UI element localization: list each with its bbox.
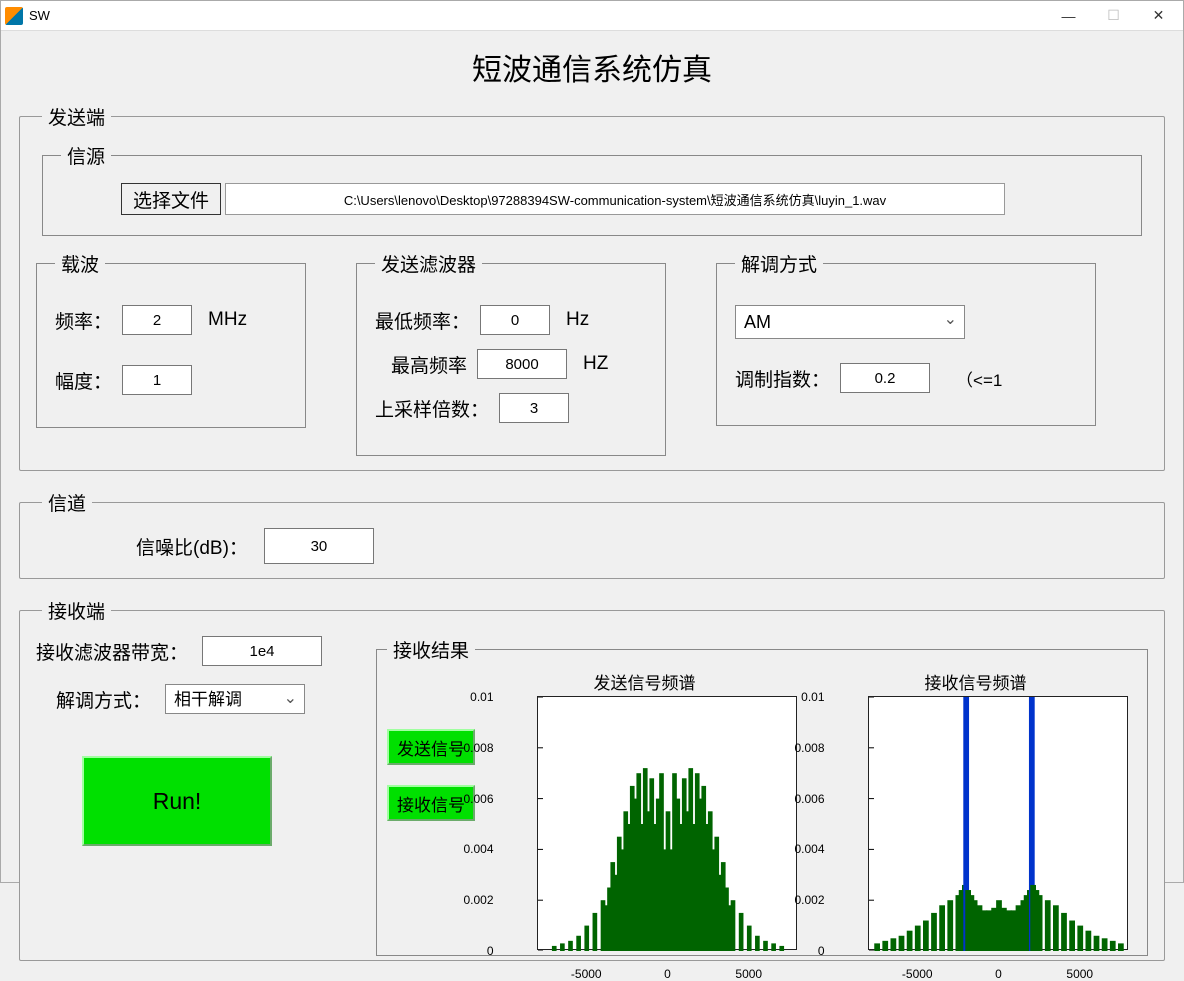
run-button[interactable]: Run! — [82, 756, 272, 846]
receiver-legend: 接收端 — [42, 597, 111, 624]
results-legend: 接收结果 — [387, 636, 475, 663]
transmitter-panel: 发送端 信源 选择文件 载波 频率： MHz 幅度： — [19, 103, 1165, 471]
modulation-legend: 解调方式 — [735, 250, 823, 277]
window-title: SW — [29, 8, 50, 23]
carrier-freq-label: 频率： — [55, 307, 112, 334]
txfilter-panel: 发送滤波器 最低频率： Hz 最高频率 HZ 上采样倍数： — [356, 250, 666, 456]
maximize-button[interactable]: ☐ — [1091, 1, 1136, 31]
carrier-legend: 载波 — [55, 250, 105, 277]
app-window: SW — ☐ ✕ 短波通信系统仿真 发送端 信源 选择文件 载波 频率： — [0, 0, 1184, 883]
carrier-panel: 载波 频率： MHz 幅度： — [36, 250, 306, 428]
minimize-button[interactable]: — — [1046, 1, 1091, 31]
lowfreq-unit: Hz — [566, 309, 589, 331]
highfreq-input[interactable] — [477, 349, 567, 379]
channel-legend: 信道 — [42, 489, 92, 516]
carrier-amp-label: 幅度： — [55, 367, 112, 394]
titlebar: SW — ☐ ✕ — [1, 1, 1183, 31]
choose-file-button[interactable]: 选择文件 — [121, 183, 221, 215]
channel-panel: 信道 信噪比(dB)： — [19, 489, 1165, 579]
carrier-freq-unit: MHz — [208, 309, 247, 331]
lowfreq-input[interactable] — [480, 305, 550, 335]
highfreq-label: 最高频率 — [391, 351, 467, 378]
modulation-select[interactable]: AM — [735, 305, 965, 339]
snr-input[interactable] — [264, 528, 374, 564]
source-legend: 信源 — [61, 142, 111, 169]
modulation-panel: 解调方式 AM 调制指数： （<=1 — [716, 250, 1096, 426]
tx-signal-button[interactable]: 发送信号 — [387, 729, 475, 765]
carrier-amp-input[interactable] — [122, 365, 192, 395]
modindex-input[interactable] — [840, 363, 930, 393]
results-panel: 接收结果 发送信号 接收信号 发送信号频谱 00.0020.0040.0060.… — [376, 636, 1148, 956]
tx-spectrum-chart: 发送信号频谱 00.0020.0040.0060.0080.01 -500005… — [483, 669, 806, 950]
rx-demod-select[interactable]: 相干解调 — [165, 684, 305, 714]
transmitter-legend: 发送端 — [42, 103, 111, 130]
rxbw-input[interactable] — [202, 636, 322, 666]
rx-spectrum-chart: 接收信号频谱 00.0020.0040.0060.0080.01 -500005… — [814, 669, 1137, 950]
upsample-label: 上采样倍数： — [375, 395, 489, 422]
lowfreq-label: 最低频率： — [375, 307, 470, 334]
content-area: 短波通信系统仿真 发送端 信源 选择文件 载波 频率： MHz — [1, 31, 1183, 979]
receiver-panel: 接收端 接收滤波器带宽： 解调方式： 相干解调 Run! — [19, 597, 1165, 961]
snr-label: 信噪比(dB)： — [136, 533, 248, 560]
txfilter-legend: 发送滤波器 — [375, 250, 482, 277]
highfreq-unit: HZ — [583, 353, 608, 375]
page-title: 短波通信系统仿真 — [19, 45, 1165, 89]
source-panel: 信源 选择文件 — [42, 142, 1142, 236]
file-path-input[interactable] — [225, 183, 1005, 215]
matlab-icon — [5, 7, 23, 25]
carrier-freq-input[interactable] — [122, 305, 192, 335]
modindex-label: 调制指数： — [735, 365, 830, 392]
close-button[interactable]: ✕ — [1136, 1, 1181, 31]
rx-signal-button[interactable]: 接收信号 — [387, 785, 475, 821]
rx-demod-label: 解调方式： — [56, 686, 151, 713]
modindex-note: （<=1 — [956, 366, 1002, 391]
rxbw-label: 接收滤波器带宽： — [36, 638, 188, 665]
upsample-input[interactable] — [499, 393, 569, 423]
